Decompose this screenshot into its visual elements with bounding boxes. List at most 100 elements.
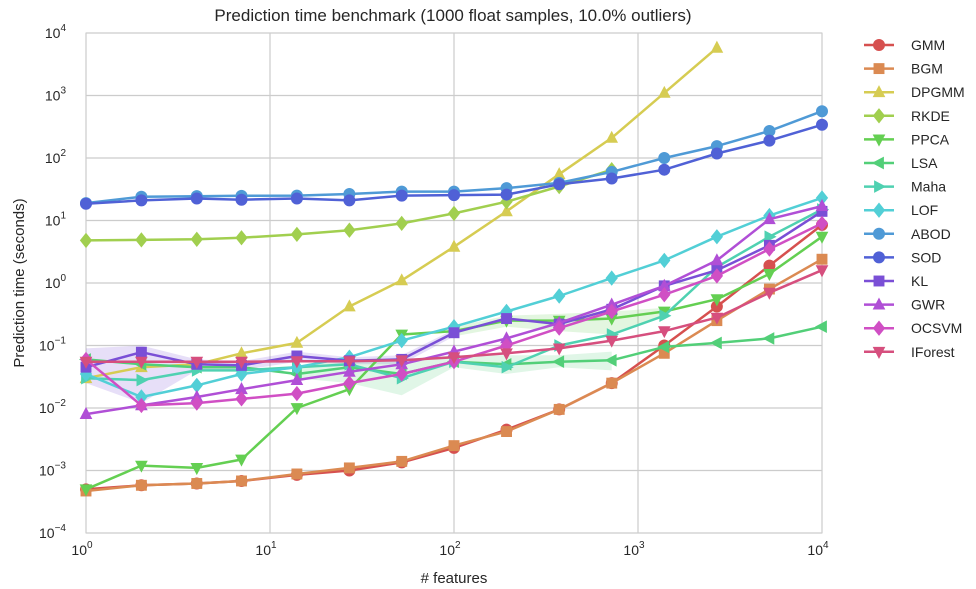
y-tick-label-exponent: −1	[55, 336, 67, 347]
data-point-sod	[190, 192, 203, 205]
data-point-ocsvm	[815, 215, 829, 231]
data-point-ocsvm	[235, 391, 248, 407]
y-tick-label: 10−4	[39, 523, 66, 541]
legend-marker	[873, 227, 885, 240]
x-tick-label: 102	[439, 540, 461, 558]
data-point-sod	[135, 194, 148, 207]
data-point-ppca	[710, 294, 724, 307]
data-point-bgm	[606, 377, 618, 389]
data-point-rkde	[447, 205, 461, 222]
data-point-iforest	[447, 352, 461, 365]
y-tick-label-exponent: 3	[60, 86, 66, 97]
data-point-sod	[816, 118, 828, 131]
legend-label: LSA	[911, 155, 938, 171]
y-tick-label-base: 10	[39, 338, 55, 354]
y-tick-label-exponent: −3	[55, 461, 67, 472]
data-point-dpgmm	[290, 335, 304, 348]
legend-marker	[873, 63, 885, 75]
x-tick-label-base: 10	[439, 542, 455, 558]
legend-marker	[872, 297, 886, 310]
data-point-lsa	[604, 353, 617, 367]
data-point-sod	[658, 163, 671, 176]
data-point-iforest	[135, 356, 148, 369]
x-tick-label: 101	[255, 540, 277, 558]
legend-label: SOD	[911, 249, 941, 265]
y-axis-label: Prediction time (seconds)	[11, 198, 28, 367]
x-tick-label-exponent: 3	[639, 540, 645, 551]
data-point-ppca	[763, 269, 776, 281]
data-point-ppca	[815, 231, 829, 244]
y-tick-label-exponent: −4	[55, 523, 67, 534]
data-point-lsa	[814, 320, 827, 334]
legend-marker	[872, 202, 886, 218]
legend-marker	[872, 108, 886, 124]
data-point-ocsvm	[190, 395, 203, 411]
y-tick-label: 101	[45, 211, 67, 229]
y-tick-label-base: 10	[39, 400, 55, 416]
legend-item-iforest: IForest	[864, 344, 955, 360]
legend-label: KL	[911, 273, 928, 289]
data-point-iforest	[500, 348, 513, 361]
data-point-kl	[448, 327, 460, 339]
data-point-sod	[448, 189, 460, 202]
data-point-bgm	[135, 479, 147, 491]
data-point-ppca	[290, 403, 304, 416]
data-point-maha	[764, 230, 777, 244]
data-point-ocsvm	[658, 286, 671, 303]
data-point-gwr	[815, 198, 829, 211]
legend-label: OCSVM	[911, 320, 962, 336]
legend-item-lof: LOF	[864, 202, 938, 218]
data-point-bgm	[396, 455, 408, 467]
data-point-ocsvm	[290, 385, 304, 402]
x-tick-label: 100	[71, 540, 93, 558]
data-point-gwr	[763, 212, 776, 225]
data-point-rkde	[290, 226, 304, 242]
legend-marker	[873, 275, 885, 287]
legend-item-kl: KL	[864, 273, 928, 289]
data-point-ocsvm	[605, 303, 618, 320]
data-point-bgm	[236, 475, 247, 487]
data-point-ocsvm	[553, 320, 566, 336]
x-tick-label-base: 10	[807, 542, 823, 558]
legend-item-gmm: GMM	[864, 37, 945, 53]
data-point-maha	[136, 373, 149, 387]
data-point-lsa	[657, 340, 670, 354]
data-point-dpgmm	[710, 40, 724, 53]
legend-label: LOF	[911, 202, 938, 218]
y-tick-label-base: 10	[45, 150, 61, 166]
data-point-ocsvm	[710, 268, 724, 284]
data-point-lof	[605, 270, 618, 286]
legend-item-dpgmm: DPGMM	[864, 84, 965, 100]
legend-item-maha: Maha	[864, 179, 946, 195]
legend-marker	[872, 85, 886, 98]
legend-marker	[872, 320, 886, 336]
y-tick-label-exponent: 4	[60, 23, 66, 34]
x-tick-label-exponent: 1	[271, 540, 277, 551]
data-point-dpgmm	[657, 85, 671, 98]
legend-label: ABOD	[911, 226, 951, 242]
data-point-gwr	[710, 253, 724, 266]
legend-marker	[874, 180, 887, 193]
legend-label: GMM	[911, 37, 945, 53]
legend-item-abod: ABOD	[864, 226, 951, 242]
legend-item-rkde: RKDE	[864, 108, 950, 124]
data-point-maha	[659, 309, 672, 323]
data-point-abod	[816, 105, 828, 118]
data-point-abod	[658, 152, 671, 164]
series-sod	[80, 118, 828, 210]
x-tick-label-base: 10	[623, 542, 639, 558]
legend-label: RKDE	[911, 108, 950, 124]
data-point-iforest	[395, 355, 409, 368]
data-point-iforest	[763, 287, 776, 300]
data-point-lof	[658, 252, 671, 269]
data-point-rkde	[235, 230, 248, 246]
data-point-ocsvm	[135, 397, 148, 414]
data-point-iforest	[79, 356, 93, 369]
legend-label: IForest	[911, 344, 955, 360]
data-point-maha	[501, 360, 514, 374]
y-tick-label: 100	[45, 273, 67, 291]
data-point-bgm	[343, 462, 355, 474]
legend-marker	[873, 251, 885, 264]
